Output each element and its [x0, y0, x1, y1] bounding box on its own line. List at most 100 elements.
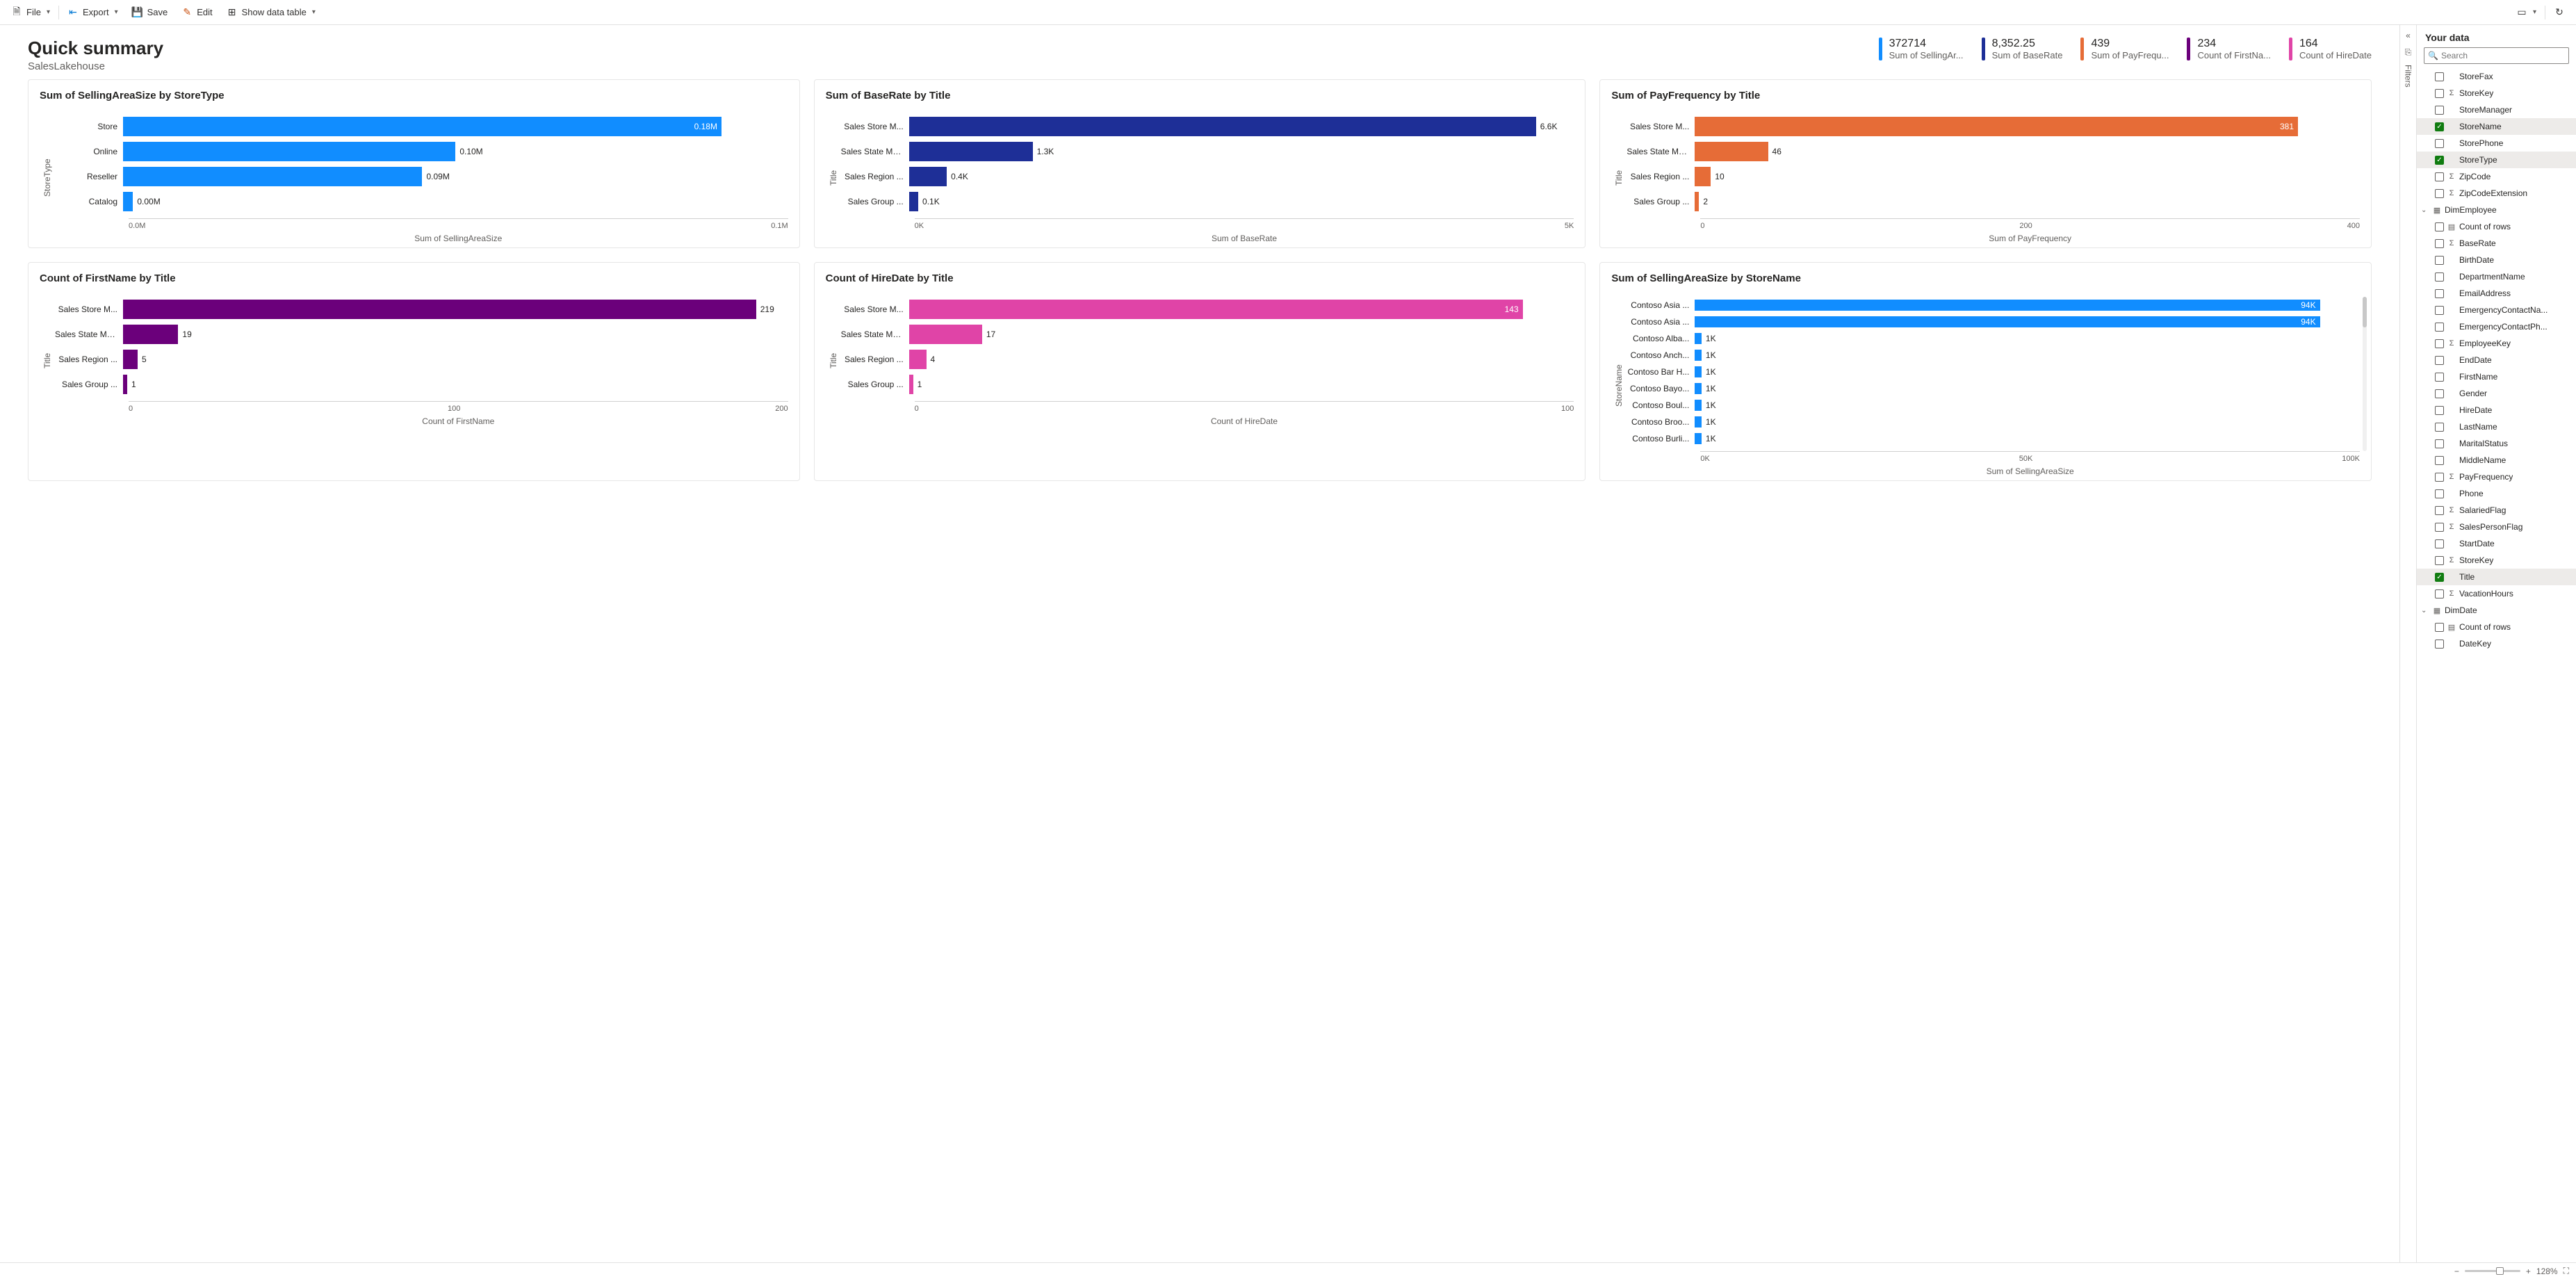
field-checkbox[interactable] [2435, 323, 2444, 332]
kpi-card[interactable]: 372714 Sum of SellingAr... [1879, 38, 1964, 60]
kpi-card[interactable]: 8,352.25 Sum of BaseRate [1982, 38, 2063, 60]
field-checkbox[interactable] [2435, 640, 2444, 649]
field-item[interactable]: ΣEmployeeKey [2417, 335, 2576, 352]
bar-row[interactable]: Contoso Boul... 1K [1627, 400, 2360, 411]
bar-row[interactable]: Sales Region ... 5 [55, 350, 788, 369]
field-item[interactable]: BirthDate [2417, 252, 2576, 268]
field-checkbox[interactable] [2435, 222, 2444, 231]
bar-row[interactable]: Sales Group ... 1 [841, 375, 1574, 394]
bar-row[interactable]: Contoso Burli... 1K [1627, 433, 2360, 444]
field-item[interactable]: Gender [2417, 385, 2576, 402]
bar-row[interactable]: Sales State Ma... 17 [841, 325, 1574, 344]
zoom-out-button[interactable]: − [2454, 1266, 2459, 1276]
field-item[interactable]: EmergencyContactNa... [2417, 302, 2576, 318]
bar-row[interactable]: Sales Region ... 0.4K [841, 167, 1574, 186]
bar-row[interactable]: Sales State Ma... 19 [55, 325, 788, 344]
field-item[interactable]: StoreFax [2417, 68, 2576, 85]
bar-row[interactable]: Contoso Asia ... 94K [1627, 300, 2360, 311]
bar-row[interactable]: Contoso Broo... 1K [1627, 416, 2360, 427]
zoom-in-button[interactable]: + [2526, 1266, 2531, 1276]
chart-card[interactable]: Count of FirstName by Title Title Sales … [28, 262, 800, 481]
field-checkbox[interactable] [2435, 289, 2444, 298]
save-button[interactable]: 💾 Save [127, 4, 174, 21]
field-checkbox[interactable] [2435, 489, 2444, 498]
field-checkbox[interactable] [2435, 373, 2444, 382]
field-checkbox[interactable] [2435, 356, 2444, 365]
field-checkbox[interactable] [2435, 623, 2444, 632]
bar-row[interactable]: Sales Region ... 4 [841, 350, 1574, 369]
bar-row[interactable]: Sales Store M... 381 [1627, 117, 2360, 136]
field-item[interactable]: EmailAddress [2417, 285, 2576, 302]
field-checkbox[interactable] [2435, 506, 2444, 515]
field-checkbox[interactable]: ✓ [2435, 573, 2444, 582]
bar-row[interactable]: Sales Store M... 219 [55, 300, 788, 319]
bar-row[interactable]: Contoso Alba... 1K [1627, 333, 2360, 344]
table-node[interactable]: ⌄ ▦DimDate [2417, 602, 2576, 619]
bar-row[interactable]: Sales Region ... 10 [1627, 167, 2360, 186]
field-item[interactable]: EndDate [2417, 352, 2576, 368]
search-input[interactable] [2424, 47, 2569, 64]
collapse-icon[interactable]: « [2406, 31, 2411, 40]
field-item[interactable]: ΣStoreKey [2417, 85, 2576, 101]
field-checkbox[interactable] [2435, 239, 2444, 248]
field-checkbox[interactable] [2435, 256, 2444, 265]
file-menu[interactable]: 🗎 File ▾ [6, 4, 56, 21]
field-checkbox[interactable] [2435, 589, 2444, 598]
expand-icon[interactable]: ⌄ [2421, 607, 2429, 614]
field-checkbox[interactable] [2435, 423, 2444, 432]
expand-icon[interactable]: ⌄ [2421, 206, 2429, 214]
field-item[interactable]: ΣZipCodeExtension [2417, 185, 2576, 202]
refresh-button[interactable]: ↻ [2548, 4, 2570, 21]
field-item[interactable]: DepartmentName [2417, 268, 2576, 285]
chart-card[interactable]: Sum of PayFrequency by Title Title Sales… [1599, 79, 2372, 248]
table-node[interactable]: ⌄ ▦DimEmployee [2417, 202, 2576, 218]
bar-row[interactable]: Online 0.10M [55, 142, 788, 161]
show-data-table-menu[interactable]: ⊞ Show data table ▾ [221, 4, 321, 21]
chart-card[interactable]: Sum of SellingAreaSize by StoreName Stor… [1599, 262, 2372, 481]
field-checkbox[interactable] [2435, 89, 2444, 98]
field-item[interactable]: ΣSalesPersonFlag [2417, 519, 2576, 535]
kpi-card[interactable]: 234 Count of FirstNa... [2187, 38, 2270, 60]
field-checkbox[interactable] [2435, 406, 2444, 415]
field-item[interactable]: StartDate [2417, 535, 2576, 552]
field-item[interactable]: ✓ StoreName [2417, 118, 2576, 135]
field-checkbox[interactable] [2435, 539, 2444, 548]
field-checkbox[interactable] [2435, 139, 2444, 148]
filters-rail[interactable]: « ⎘ Filters [2399, 25, 2416, 1262]
filters-label[interactable]: Filters [2404, 65, 2413, 88]
chart-scrollbar[interactable] [2363, 297, 2367, 451]
field-item[interactable]: Phone [2417, 485, 2576, 502]
bookmark-icon[interactable]: ⎘ [2405, 47, 2412, 58]
bar-row[interactable]: Contoso Bar H... 1K [1627, 366, 2360, 377]
field-item[interactable]: LastName [2417, 418, 2576, 435]
field-item[interactable]: StoreManager [2417, 101, 2576, 118]
field-item[interactable]: ΣVacationHours [2417, 585, 2576, 602]
field-item[interactable]: ΣStoreKey [2417, 552, 2576, 569]
field-checkbox[interactable] [2435, 189, 2444, 198]
edit-button[interactable]: ✎ Edit [176, 4, 218, 21]
field-checkbox[interactable] [2435, 272, 2444, 282]
field-checkbox[interactable] [2435, 389, 2444, 398]
field-checkbox[interactable] [2435, 106, 2444, 115]
field-search[interactable]: 🔍 [2424, 47, 2569, 64]
chart-card[interactable]: Count of HireDate by Title Title Sales S… [814, 262, 1586, 481]
bar-row[interactable]: Sales Group ... 0.1K [841, 192, 1574, 211]
field-item[interactable]: ΣSalariedFlag [2417, 502, 2576, 519]
field-item[interactable]: ΣBaseRate [2417, 235, 2576, 252]
field-item[interactable]: MiddleName [2417, 452, 2576, 469]
field-checkbox[interactable] [2435, 456, 2444, 465]
bar-row[interactable]: Contoso Anch... 1K [1627, 350, 2360, 361]
field-checkbox[interactable] [2435, 439, 2444, 448]
view-mode-menu[interactable]: ▭ ▾ [2511, 4, 2542, 21]
field-item[interactable]: DateKey [2417, 635, 2576, 652]
field-checkbox[interactable] [2435, 473, 2444, 482]
field-item[interactable]: ▤Count of rows [2417, 218, 2576, 235]
field-item[interactable]: EmergencyContactPh... [2417, 318, 2576, 335]
field-item[interactable]: ✓ StoreType [2417, 152, 2576, 168]
field-item[interactable]: ▤Count of rows [2417, 619, 2576, 635]
field-checkbox[interactable] [2435, 556, 2444, 565]
field-item[interactable]: ✓ Title [2417, 569, 2576, 585]
bar-row[interactable]: Sales Group ... 1 [55, 375, 788, 394]
field-checkbox[interactable] [2435, 306, 2444, 315]
bar-row[interactable]: Contoso Bayo... 1K [1627, 383, 2360, 394]
